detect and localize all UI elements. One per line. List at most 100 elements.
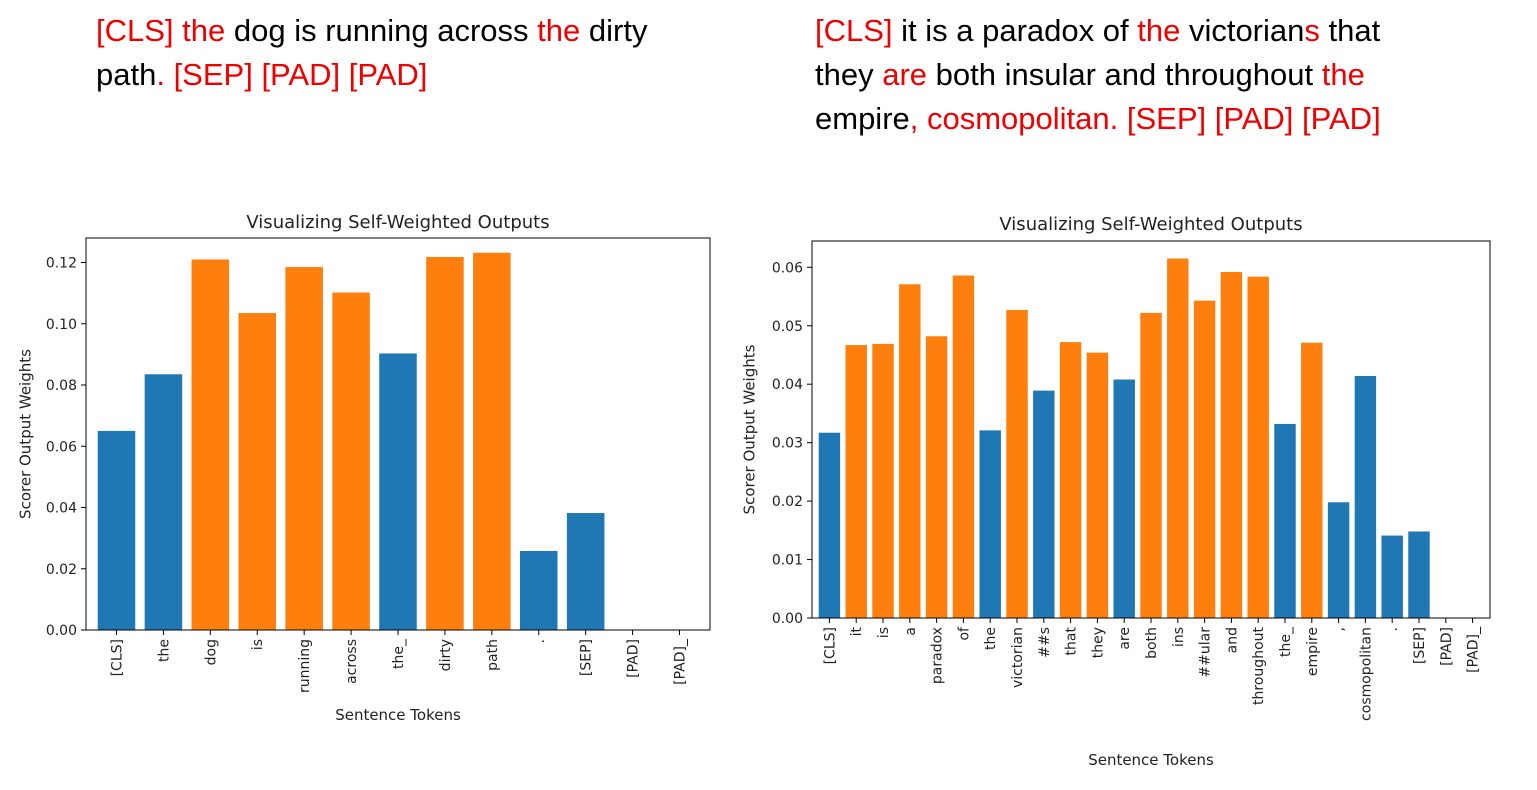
bar-17 — [1274, 423, 1296, 618]
y-axis-label: Scorer Output Weights — [17, 349, 35, 519]
y-tick-label: 0.06 — [46, 439, 77, 455]
x-tick-label: throughout — [1251, 626, 1267, 704]
x-tick-label: the_ — [391, 638, 407, 669]
bar-7 — [426, 256, 464, 630]
x-axis-label: Sentence Tokens — [1088, 751, 1214, 769]
bar-7 — [1006, 309, 1028, 618]
bar-16 — [1247, 276, 1269, 618]
chart-title: Visualizing Self-Weighted Outputs — [246, 212, 549, 233]
x-tick-label: and — [1224, 627, 1240, 653]
highlighted-token: [CLS] — [815, 13, 893, 48]
bar-1 — [144, 374, 183, 630]
sentence-text: dog is running across — [225, 13, 538, 48]
y-tick-label: 0.04 — [46, 501, 77, 517]
bar-14 — [1193, 300, 1216, 618]
x-tick-label: . — [1385, 627, 1401, 631]
bar-10 — [566, 513, 605, 630]
y-tick-label: 0.02 — [46, 562, 77, 578]
x-tick-label: of — [956, 626, 972, 641]
x-tick-label: [SEP] — [579, 639, 595, 676]
y-tick-label: 0.10 — [46, 317, 77, 333]
x-tick-label: [SEP] — [1412, 627, 1428, 664]
bar-21 — [1381, 535, 1403, 618]
bar-6 — [379, 353, 417, 630]
bar-2 — [191, 259, 230, 630]
highlighted-token: . [SEP] [PAD] [PAD] — [156, 57, 428, 92]
highlighted-token: , cosmopolitan. [SEP] [PAD] [PAD] — [909, 101, 1381, 136]
y-tick-label: 0.05 — [772, 319, 803, 335]
x-tick-label: path — [485, 639, 501, 671]
x-tick-label: dirty — [438, 639, 454, 671]
x-tick-label: [PAD] — [626, 639, 642, 678]
x-tick-label: ##s — [1037, 627, 1053, 658]
highlighted-token: the — [1137, 13, 1181, 48]
y-tick-label: 0.00 — [772, 611, 803, 627]
bar-4 — [285, 267, 323, 630]
sentence-text: both insular and throughout — [927, 57, 1322, 92]
bar-2 — [872, 343, 894, 618]
x-tick-label: running — [297, 639, 313, 693]
bar-1 — [845, 345, 867, 618]
bar-8 — [473, 252, 511, 630]
x-tick-label: [CLS] — [109, 639, 125, 676]
y-tick-label: 0.00 — [46, 623, 77, 639]
x-tick-label: , — [1332, 627, 1348, 631]
x-tick-label: cosmopolitan — [1358, 627, 1374, 721]
bar-11 — [1113, 379, 1135, 618]
bar-chart-right: 0.00 0.01 0.02 0.03 0.04 0.05 0.06 [CLS] it is a pa… — [735, 200, 1537, 786]
x-tick-label: a — [903, 627, 919, 636]
bar-10 — [1086, 352, 1109, 618]
x-tick-label: ##ular — [1198, 627, 1214, 678]
y-tick-label: 0.03 — [772, 436, 803, 452]
x-tick-label: it — [849, 627, 865, 637]
x-axis-label: Sentence Tokens — [335, 706, 461, 724]
bar-0 — [818, 432, 841, 618]
x-tick-label: dog — [203, 639, 219, 665]
x-tick-label: victorian — [1010, 627, 1026, 688]
x-tick-label: . — [532, 639, 548, 643]
sentence-right: [CLS] it is a paradox of the victorians … — [815, 9, 1435, 141]
bar-5 — [332, 292, 370, 630]
x-tick-label: the_ — [1278, 626, 1294, 657]
highlighted-token: [CLS] — [96, 13, 174, 48]
bar-0 — [97, 430, 136, 630]
bar-18 — [1301, 342, 1323, 618]
bar-6 — [979, 430, 1001, 618]
bar-3 — [899, 284, 921, 618]
sentence-text: victorian — [1180, 13, 1305, 48]
x-tick-label: is — [876, 627, 892, 638]
x-tick-label: [PAD]_ — [673, 638, 689, 685]
sentence-text — [174, 13, 183, 48]
bar-13 — [1167, 258, 1189, 618]
bar-5 — [952, 275, 975, 618]
highlighted-token: the — [1321, 57, 1365, 92]
x-tick-label: are — [1117, 627, 1133, 650]
bar-20 — [1354, 376, 1377, 618]
y-tick-label: 0.04 — [772, 377, 803, 393]
sentence-text: it is a paradox of — [892, 13, 1138, 48]
bar-22 — [1408, 531, 1430, 618]
sentence-text: empire — [815, 101, 910, 136]
x-tick-label: [CLS] — [822, 627, 838, 664]
bar-4 — [925, 336, 948, 618]
x-tick-label: that — [1064, 626, 1080, 655]
x-tick-label: is — [250, 639, 266, 650]
sentence-left: [CLS] the dog is running across the dirt… — [96, 9, 656, 97]
y-tick-label: 0.12 — [46, 256, 77, 272]
sentence-text: that they — [815, 13, 1381, 92]
x-tick-label: they — [1090, 627, 1106, 658]
bar-chart-left: 0.00 0.02 0.04 0.06 0.08 0.10 0.12 [CLS] the dog i… — [0, 200, 740, 786]
x-tick-label: the — [156, 639, 172, 662]
bar-12 — [1140, 312, 1162, 618]
x-tick-label: the — [983, 627, 999, 650]
y-tick-label: 0.06 — [772, 260, 803, 276]
highlighted-token: s — [1304, 13, 1320, 48]
bar-15 — [1220, 271, 1243, 618]
bar-8 — [1033, 390, 1055, 618]
x-tick-label: [PAD]_ — [1466, 626, 1482, 673]
y-tick-label: 0.02 — [772, 494, 803, 510]
x-tick-label: ins — [1171, 627, 1187, 647]
y-axis-label: Scorer Output Weights — [741, 344, 759, 514]
bar-19 — [1327, 502, 1350, 618]
bar-9 — [519, 550, 558, 630]
